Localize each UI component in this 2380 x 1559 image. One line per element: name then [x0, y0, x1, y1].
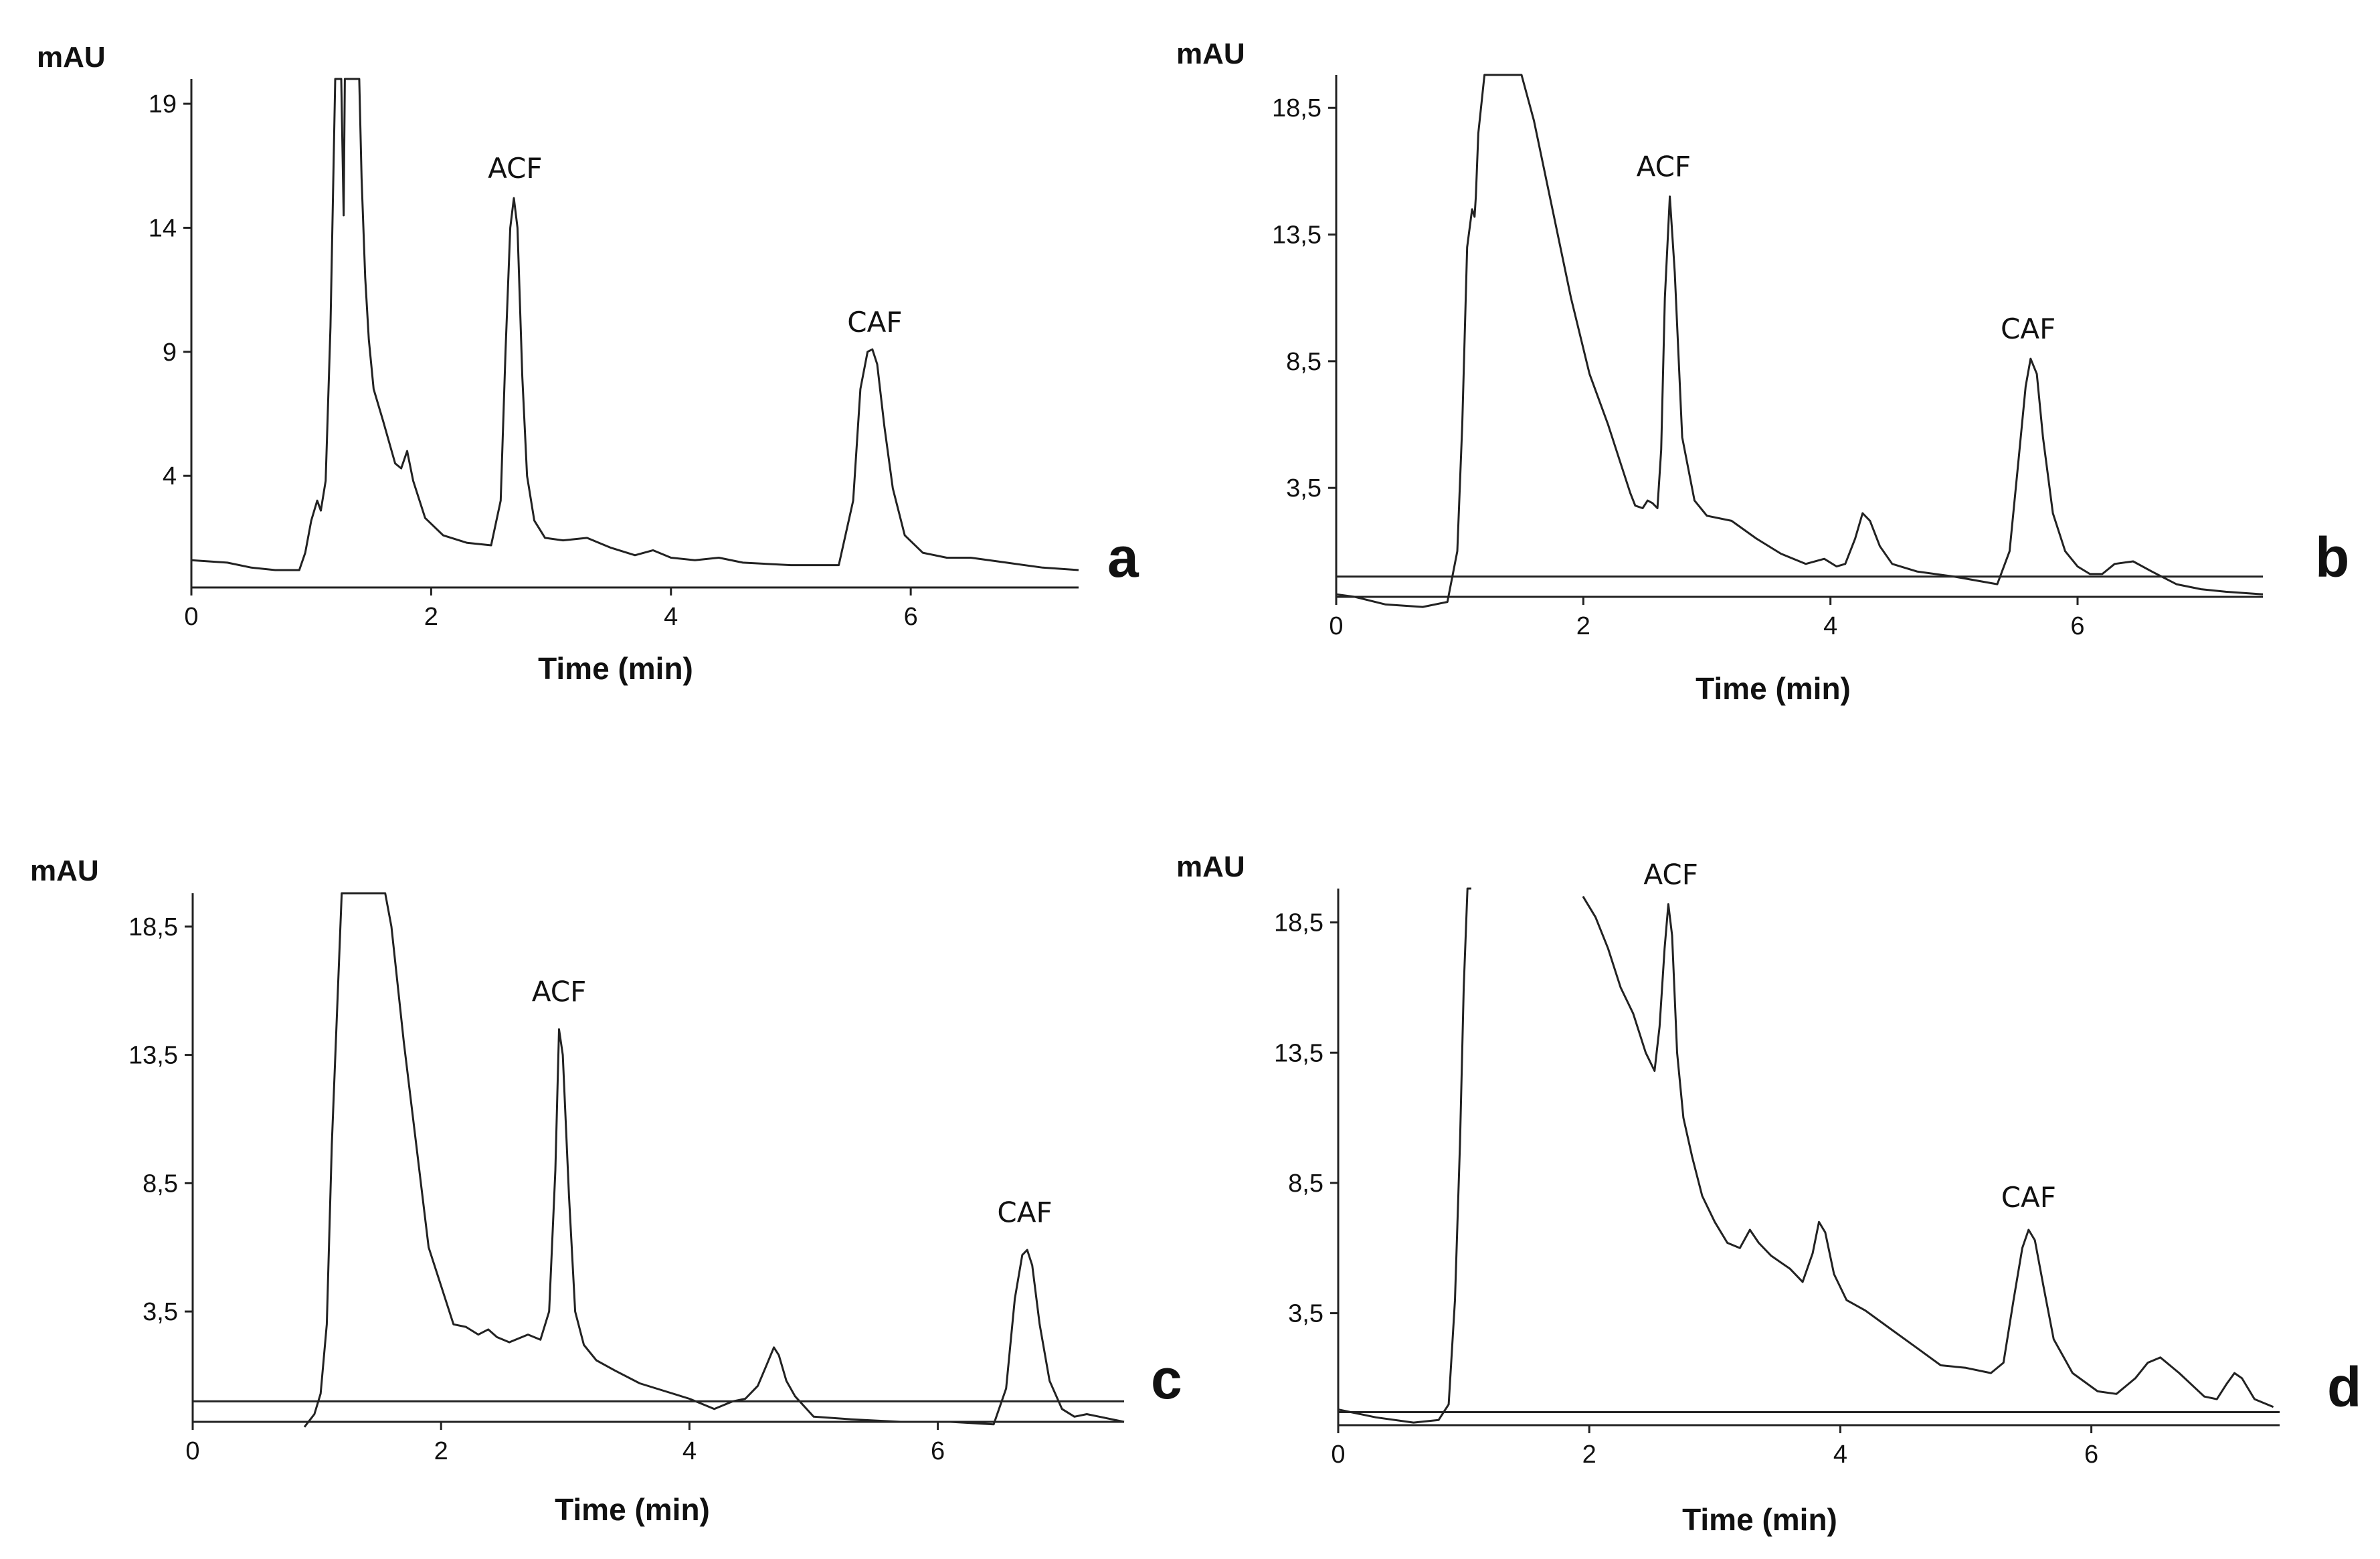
y-axis-label: mAU: [37, 41, 106, 74]
x-tick-label: 6: [2084, 1441, 2098, 1469]
chart-panel-b: mAU 3,5 8,5 13,5 18,5 0 2 4 6 ACF CAF Time (mi…: [1176, 37, 2349, 706]
x-tick-label: 4: [664, 603, 678, 631]
x-axis-label: Time (min): [555, 1492, 710, 1527]
peak-label-acf: ACF: [532, 976, 586, 1008]
y-tick-label: 3,5: [1286, 474, 1321, 502]
panel-letter: c: [1151, 1348, 1182, 1410]
x-tick-label: 2: [1582, 1441, 1596, 1469]
series-line-chromatogram-tail: [1582, 895, 2274, 1408]
chart-panel-d: mAU 3,5 8,5 13,5 18,5 0 2 4 6 ACF CAF Time (mi…: [1176, 850, 2361, 1537]
x-tick-label: 0: [1331, 1441, 1345, 1469]
x-tick-label: 4: [682, 1437, 697, 1465]
x-tick-label: 4: [1833, 1441, 1847, 1469]
x-tick-label: 0: [1329, 612, 1343, 640]
chart-panel-c: mAU 3,5 8,5 13,5 18,5 0 2 4 6 ACF CAF Time (mi…: [30, 854, 1182, 1527]
chart-panel-a: mAU 4 9 14 19 0 2 4 6 ACF CAF Time (min) a: [37, 41, 1139, 686]
y-tick-label: 18,5: [128, 913, 178, 941]
x-tick-label: 2: [1576, 612, 1590, 640]
y-tick-label: 13,5: [128, 1042, 178, 1070]
peak-label-acf: ACF: [488, 152, 542, 185]
x-tick-label: 6: [904, 603, 918, 631]
y-tick-label: 8,5: [1288, 1170, 1323, 1198]
x-tick-label: 0: [184, 603, 198, 631]
x-tick-label: 6: [2070, 612, 2084, 640]
panel-letter: a: [1107, 526, 1139, 589]
y-tick-label: 18,5: [1272, 94, 1321, 122]
peak-label-acf: ACF: [1643, 858, 1698, 891]
y-tick-label: 8,5: [1286, 348, 1321, 376]
peak-label-caf: CAF: [2001, 1181, 2056, 1214]
y-tick-label: 3,5: [1288, 1300, 1323, 1328]
series-line-chromatogram: [1338, 887, 1471, 1424]
x-axis-label: Time (min): [1682, 1502, 1837, 1537]
series-line-chromatogram: [303, 892, 1125, 1428]
panel-letter: b: [2315, 526, 2349, 589]
peak-label-caf: CAF: [2001, 312, 2055, 345]
y-tick-label: 13,5: [1274, 1039, 1323, 1067]
x-tick-label: 2: [424, 603, 438, 631]
y-tick-label: 8,5: [143, 1170, 178, 1198]
peak-label-acf: ACF: [1637, 151, 1691, 183]
x-tick-label: 4: [1823, 612, 1837, 640]
x-tick-label: 2: [434, 1437, 448, 1465]
x-axis-label: Time (min): [1696, 671, 1851, 706]
x-axis-label: Time (min): [538, 651, 693, 686]
peak-label-caf: CAF: [997, 1196, 1052, 1229]
series-line-chromatogram: [191, 78, 1079, 571]
x-tick-label: 0: [185, 1437, 199, 1465]
x-tick-label: 6: [931, 1437, 945, 1465]
y-tick-label: 18,5: [1274, 909, 1323, 937]
y-axis-label: mAU: [1176, 37, 1245, 70]
y-tick-label: 13,5: [1272, 221, 1321, 250]
y-tick-label: 9: [163, 339, 177, 367]
y-tick-label: 3,5: [143, 1298, 178, 1326]
y-axis-label: mAU: [30, 854, 99, 887]
y-tick-label: 14: [149, 214, 177, 242]
panel-letter: d: [2327, 1356, 2361, 1418]
y-tick-label: 19: [149, 90, 177, 118]
series-line-chromatogram: [1336, 74, 2264, 608]
peak-label-caf: CAF: [847, 306, 902, 339]
y-tick-label: 4: [163, 462, 177, 490]
y-axis-label: mAU: [1176, 850, 1245, 883]
